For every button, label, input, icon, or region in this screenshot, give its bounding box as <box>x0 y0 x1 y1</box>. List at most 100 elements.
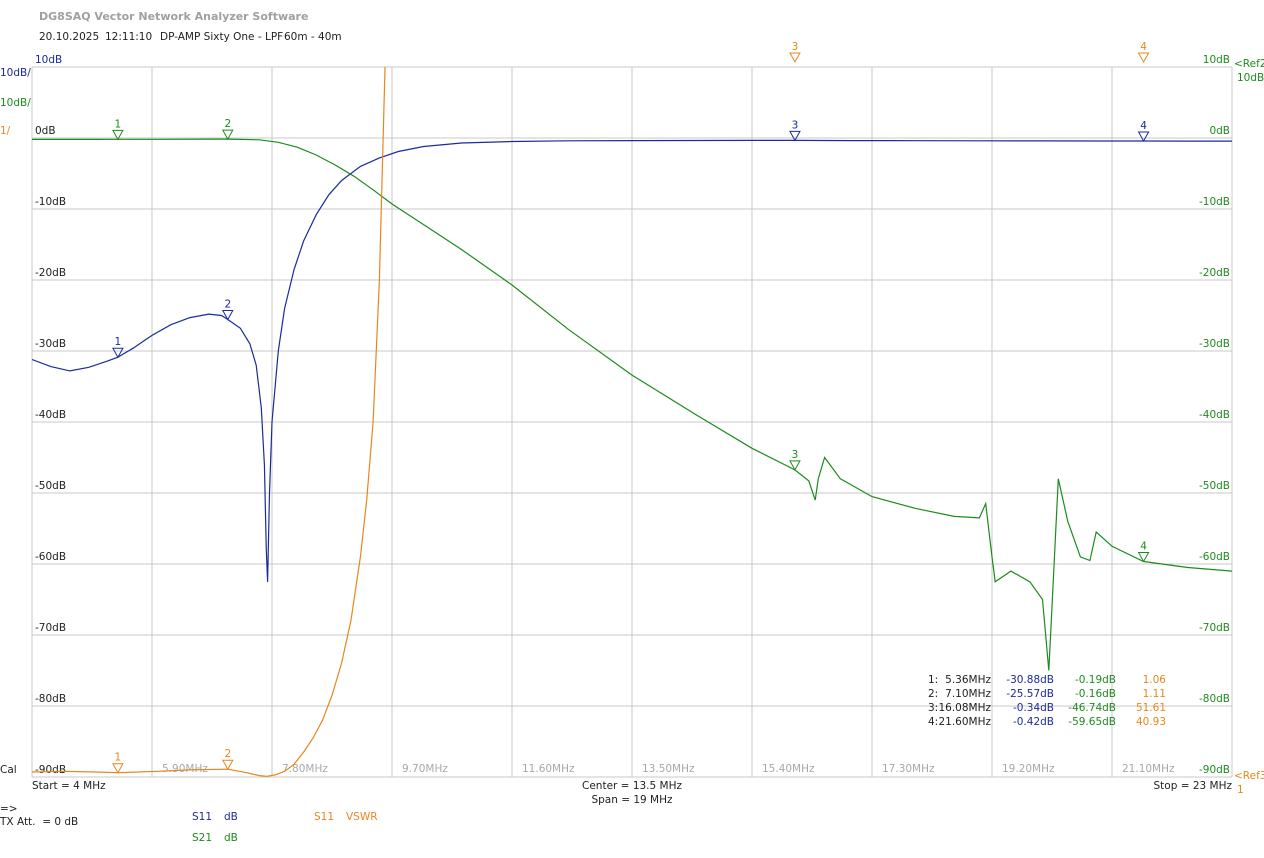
x-tick-label: 21.10MHz <box>1122 763 1175 775</box>
start-freq: Start = 4 MHz <box>32 780 106 792</box>
marker-number: 4 <box>1140 541 1147 553</box>
marker-triangle <box>1137 552 1150 563</box>
x-tick-label: 11.60MHz <box>522 763 575 775</box>
x-tick-label: 5.90MHz <box>162 763 208 775</box>
trace <box>32 138 1232 671</box>
legend-unit[interactable]: VSWR <box>346 811 378 823</box>
ref-label: <Ref2 <box>1234 58 1264 70</box>
y-tick-label-right: -80dB <box>1199 693 1230 705</box>
y-tick-label: -30dB <box>35 338 66 350</box>
y-tick-label-right: -10dB <box>1199 196 1230 208</box>
arrow: => <box>0 803 18 815</box>
y-tick-label-right: -50dB <box>1199 480 1230 492</box>
marker-number: 3 <box>792 119 799 131</box>
marker-triangle <box>789 52 801 64</box>
x-tick-label: 9.70MHz <box>402 763 448 775</box>
traces <box>32 67 1232 777</box>
marker-triangle <box>1137 131 1150 143</box>
app-title: DG8SAQ Vector Network Analyzer Software <box>39 10 308 23</box>
ref-value: 1 <box>1237 784 1244 796</box>
y-tick-label: 0dB <box>35 125 56 137</box>
span: Span = 19 MHz <box>591 794 673 806</box>
y-tick-label: -50dB <box>35 480 66 492</box>
marker-freq: 21.60MHz <box>938 716 991 728</box>
marker-freq: 16.08MHz <box>938 702 991 714</box>
scale-label: 1/ <box>0 125 11 137</box>
marker-value: 51.61 <box>1136 702 1166 714</box>
ref-label: <Ref3 <box>1234 770 1264 782</box>
marker-number: 1 <box>115 336 122 348</box>
marker-number: 2 <box>224 118 231 130</box>
legend-unit[interactable]: dB <box>224 832 238 844</box>
y-tick-label: -80dB <box>35 693 66 705</box>
y-tick-label-right: -40dB <box>1199 409 1230 421</box>
marker-triangle <box>221 759 234 771</box>
marker-freq: 5.36MHz <box>945 674 991 686</box>
marker-number: 3 <box>792 449 799 461</box>
marker-index: 3: <box>928 702 938 714</box>
scale-label: 10dB/ <box>0 67 31 79</box>
legend-name[interactable]: S11 <box>192 811 212 823</box>
marker-value: -0.16dB <box>1075 688 1116 700</box>
legend-name[interactable]: S11 <box>314 811 334 823</box>
marker-value: -0.19dB <box>1075 674 1116 686</box>
y-tick-label-right: -20dB <box>1199 267 1230 279</box>
legend-name[interactable]: S21 <box>192 832 212 844</box>
y-tick-label: -90dB <box>35 764 66 776</box>
marker-value: -59.65dB <box>1068 716 1116 728</box>
x-tick-label: 7.80MHz <box>282 763 328 775</box>
marker-number: 4 <box>1140 41 1147 53</box>
y-tick-label-right: -60dB <box>1199 551 1230 563</box>
marker-number: 1 <box>115 752 122 764</box>
cal-label[interactable]: Cal <box>0 764 17 776</box>
marker-value: 1.11 <box>1143 688 1166 700</box>
tx-att[interactable]: TX Att. = 0 dB <box>0 816 78 828</box>
x-tick-label: 17.30MHz <box>882 763 935 775</box>
marker-triangle <box>221 310 234 321</box>
marker-value: -46.74dB <box>1068 702 1116 714</box>
stop-freq: Stop = 23 MHz <box>1153 780 1232 792</box>
marker-triangle <box>1137 52 1150 64</box>
y-tick-label-right: -70dB <box>1199 622 1230 634</box>
marker-value: -25.57dB <box>1006 688 1054 700</box>
y-tick-label: -10dB <box>35 196 66 208</box>
marker-freq: 7.10MHz <box>945 688 991 700</box>
y-tick-label-right: -30dB <box>1199 338 1230 350</box>
marker-number: 2 <box>224 299 231 311</box>
marker-value: -30.88dB <box>1006 674 1054 686</box>
y-tick-label: -40dB <box>35 409 66 421</box>
y-tick-label-right: 10dB <box>1203 54 1230 66</box>
center-freq: Center = 13.5 MHz <box>582 780 682 792</box>
y-tick-label: -60dB <box>35 551 66 563</box>
x-tick-label: 19.20MHz <box>1002 763 1055 775</box>
ref-value: 10dB <box>1237 72 1264 84</box>
grid: 5.90MHz 7.80MHz 9.70MHz 11.60MHz 13.50MHz 15.… <box>31 54 1233 778</box>
y-tick-label-right: 0dB <box>1209 125 1230 137</box>
marker-value: 1.06 <box>1143 674 1167 686</box>
y-tick-label: -70dB <box>35 622 66 634</box>
marker-index: 2: <box>928 688 938 700</box>
marker-triangle <box>112 347 124 359</box>
marker-number: 4 <box>1140 120 1147 132</box>
marker-number: 2 <box>224 748 231 760</box>
date: 20.10.2025 <box>39 31 99 43</box>
time: 12:11:10 <box>105 31 152 43</box>
scale-label: 10dB/ <box>0 97 31 109</box>
x-tick-label: 13.50MHz <box>642 763 695 775</box>
marker-index: 1: <box>928 674 938 686</box>
marker-triangle <box>789 130 801 142</box>
marker-triangle <box>789 460 801 471</box>
marker-value: 40.93 <box>1136 716 1166 728</box>
y-tick-label: -20dB <box>35 267 66 279</box>
overlay: 10dB/10dB/1/ <Ref2 10dB <Ref3 1 1 1 1 1: 5.36MHz -… <box>0 41 1264 844</box>
marker-triangle <box>112 129 124 141</box>
marker-triangle <box>221 129 234 141</box>
legend-unit[interactable]: dB <box>224 811 238 823</box>
marker-value: -0.34dB <box>1013 702 1054 714</box>
marker-number: 1 <box>115 118 122 130</box>
bands: 60m - 40m <box>284 31 342 43</box>
x-tick-label: 15.40MHz <box>762 763 815 775</box>
marker-triangle <box>112 763 124 774</box>
